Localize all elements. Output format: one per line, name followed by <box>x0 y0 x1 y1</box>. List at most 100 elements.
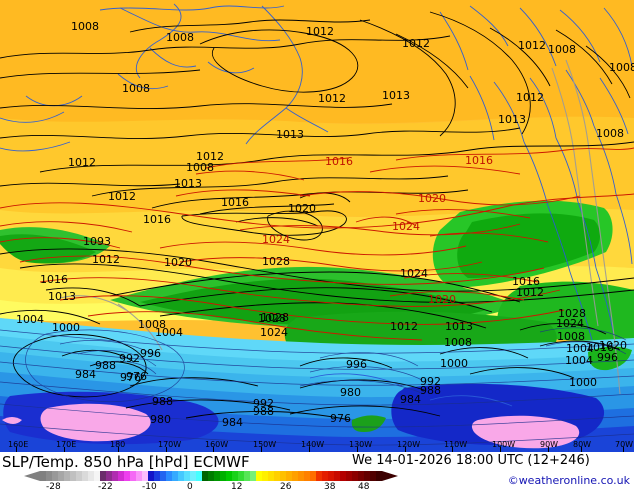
longitude-tick <box>261 447 262 452</box>
colorbar-swatch <box>154 471 160 481</box>
isobar-label: 1004 <box>155 326 183 339</box>
colorbar-swatch <box>292 471 298 481</box>
colorbar-swatch <box>310 471 316 481</box>
colorbar-swatch <box>298 471 304 481</box>
isobar-label: 984 <box>75 368 96 381</box>
colorbar-swatch <box>100 471 106 481</box>
colorbar-swatch <box>196 471 202 481</box>
longitude-tick <box>213 447 214 452</box>
isobar-label: 1016 <box>221 196 249 209</box>
isobar-label: 1008 <box>548 43 576 56</box>
isobar-label: 1020 <box>599 339 627 352</box>
colorbar-high-cap <box>382 471 398 481</box>
isobar-label: 1024 <box>556 317 584 330</box>
copyright-notice: ©weatheronline.co.uk <box>507 474 630 487</box>
colorbar-tick: 0 <box>187 482 193 490</box>
colorbar-swatch <box>334 471 340 481</box>
colorbar-swatch <box>202 471 208 481</box>
longitude-label: 150W <box>253 440 277 449</box>
colorbar-swatch <box>142 471 148 481</box>
isobar-label: 1000 <box>440 357 468 370</box>
isobar-label: 1000 <box>569 376 597 389</box>
colorbar-swatch <box>166 471 172 481</box>
isobar-label: 1008 <box>557 330 585 343</box>
longitude-label: 160W <box>205 440 229 449</box>
isobar-label: 1024 <box>260 326 288 339</box>
colorbar-tick: 48 <box>358 482 370 490</box>
colorbar-swatch <box>262 471 268 481</box>
map-raster-layer <box>0 0 634 452</box>
isobar-label: 1016 <box>40 273 68 286</box>
isobar-label: 1016 <box>512 275 540 288</box>
colorbar-swatch <box>208 471 214 481</box>
isobar-label: 976 <box>120 371 141 384</box>
longitude-label: 160E <box>8 440 29 449</box>
colorbar-swatch <box>178 471 184 481</box>
isobar-label: 1013 <box>382 89 410 102</box>
isobar-label: 1016 <box>586 341 614 354</box>
colorbar-low-cap <box>24 471 40 481</box>
colorbar-swatch <box>82 471 88 481</box>
colorbar-swatch <box>112 471 118 481</box>
colorbar-swatch <box>232 471 238 481</box>
colorbar-swatch <box>226 471 232 481</box>
colorbar-swatch <box>322 471 328 481</box>
colorbar-tick: -22 <box>98 482 113 490</box>
isobar-label: 1013 <box>276 128 304 141</box>
isobar-label: 1004 <box>566 342 594 355</box>
longitude-label: 110W <box>444 440 468 449</box>
isobar-label: 1028 <box>262 255 290 268</box>
longitude-tick <box>405 447 406 452</box>
colorbar-swatch <box>256 471 262 481</box>
longitude-tick <box>581 447 582 452</box>
isobar-label: 1012 <box>108 190 136 203</box>
chart-title: SLP/Temp. 850 hPa [hPd] ECMWF <box>2 453 250 471</box>
colorbar-swatch <box>76 471 82 481</box>
colorbar-swatch <box>376 471 382 481</box>
isobar-label: 1004 <box>16 313 44 326</box>
isobar-label: 992 <box>420 375 441 388</box>
colorbar-swatch <box>184 471 190 481</box>
isobar-label: 1028 <box>258 312 286 325</box>
isobar-label: 984 <box>222 416 243 429</box>
longitude-tick <box>623 447 624 452</box>
isobar-label: 1024 <box>400 267 428 280</box>
isobar-label: 1008 <box>71 20 99 33</box>
isobar-label: 976 <box>330 412 351 425</box>
isobar-label: 988 <box>253 405 274 418</box>
longitude-tick <box>16 447 17 452</box>
longitude-label: 170W <box>158 440 182 449</box>
temperature-colorbar[interactable]: -28 -22 -10 0 12 26 38 48 <box>24 471 398 490</box>
longitude-tick <box>548 447 549 452</box>
isobar-label: 1008 <box>138 318 166 331</box>
longitude-label: 100W <box>492 440 516 449</box>
isobar-label: 1093 <box>83 235 111 248</box>
isobar-label: 1008 <box>444 336 472 349</box>
weather-map-canvas[interactable]: 1008 1012 1012 1012 1008 1012 1013 1012 1008 1008… <box>0 0 634 452</box>
colorbar-swatch <box>70 471 76 481</box>
isobar-label: 1004 <box>565 354 593 367</box>
colorbar-swatch <box>316 471 322 481</box>
isobar-label: 1012 <box>318 92 346 105</box>
isobar-label: 1012 <box>390 320 418 333</box>
colorbar-swatch <box>346 471 352 481</box>
isobar-label: 1016 <box>325 155 353 168</box>
colorbar-swatch <box>220 471 226 481</box>
colorbar-swatch <box>46 471 52 481</box>
colorbar-swatch <box>364 471 370 481</box>
isobar-label: 996 <box>346 358 367 371</box>
isobar-label: 1020 <box>164 256 192 269</box>
isobar-label: 1024 <box>392 220 420 233</box>
isobar-label: 1012 <box>518 39 546 52</box>
isobar-label: 988 <box>420 384 441 397</box>
isobar-label: 984 <box>400 393 421 406</box>
colorbar-swatch <box>88 471 94 481</box>
isobar-label: 1020 <box>288 202 316 215</box>
colorbar-swatch <box>172 471 178 481</box>
isobar-label: 1008 <box>186 161 214 174</box>
colorbar-swatch <box>352 471 358 481</box>
colorbar-swatch <box>268 471 274 481</box>
longitude-label: 120W <box>397 440 421 449</box>
isobar-label: 1013 <box>498 113 526 126</box>
colorbar-swatch <box>124 471 130 481</box>
